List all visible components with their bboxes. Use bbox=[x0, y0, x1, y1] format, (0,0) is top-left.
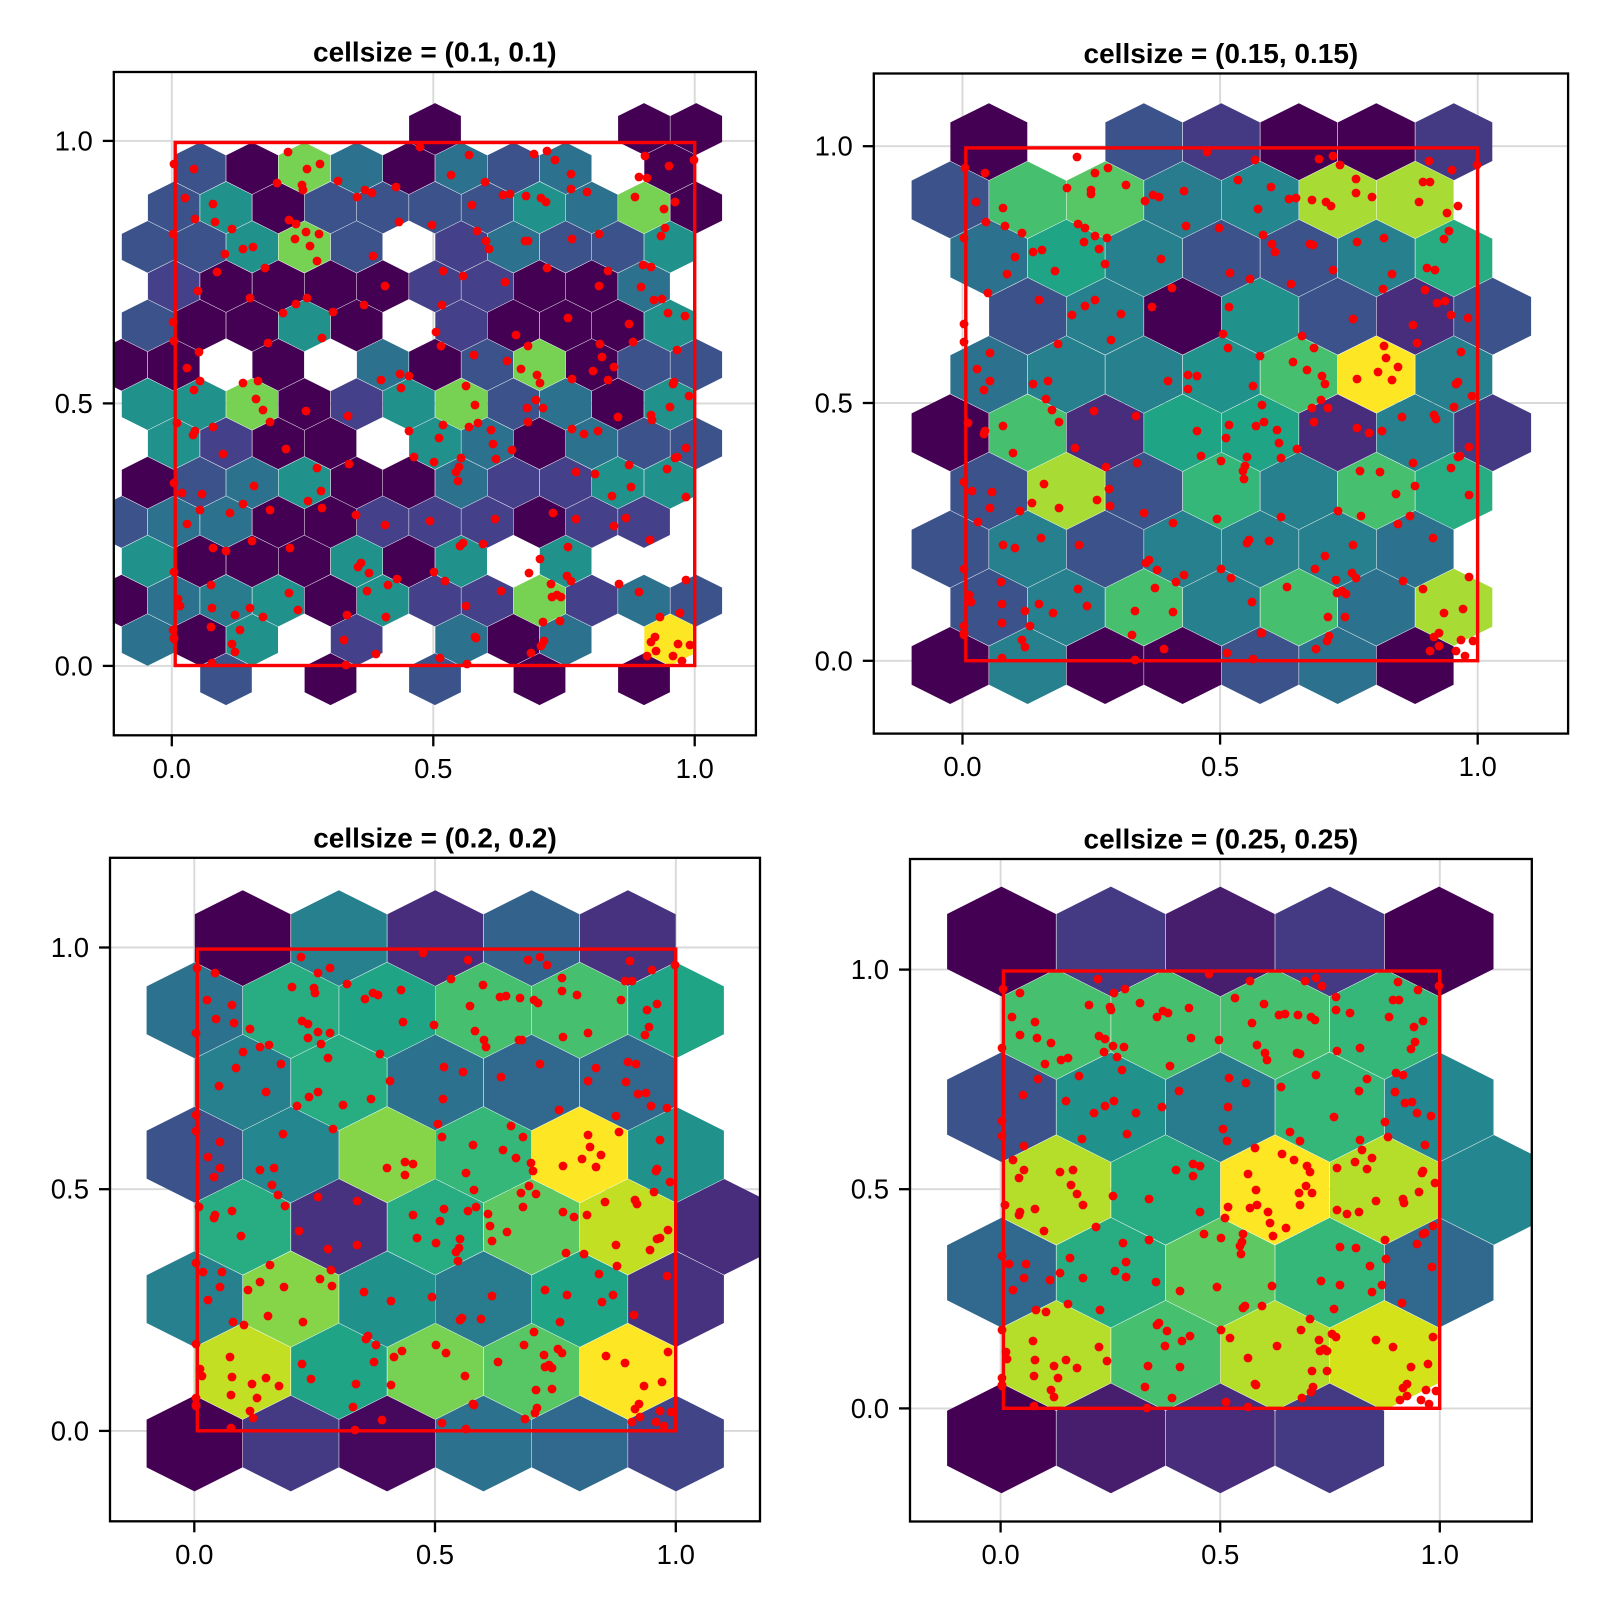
svg-text:1.0: 1.0 bbox=[676, 753, 714, 784]
svg-text:1.0: 1.0 bbox=[55, 125, 93, 156]
svg-text:1.0: 1.0 bbox=[1459, 751, 1497, 782]
svg-text:1.0: 1.0 bbox=[1421, 1539, 1459, 1570]
svg-text:0.0: 0.0 bbox=[51, 1415, 89, 1446]
svg-text:cellsize = (0.2, 0.2): cellsize = (0.2, 0.2) bbox=[313, 822, 557, 853]
svg-text:0.0: 0.0 bbox=[943, 751, 981, 782]
svg-text:0.5: 0.5 bbox=[1201, 1539, 1239, 1570]
svg-text:0.0: 0.0 bbox=[153, 753, 191, 784]
svg-text:0.5: 0.5 bbox=[851, 1174, 889, 1205]
svg-text:0.5: 0.5 bbox=[416, 1539, 454, 1570]
svg-text:cellsize = (0.25, 0.25): cellsize = (0.25, 0.25) bbox=[1084, 824, 1359, 855]
svg-text:0.0: 0.0 bbox=[175, 1539, 213, 1570]
svg-text:0.5: 0.5 bbox=[55, 388, 93, 419]
svg-text:cellsize = (0.1, 0.1): cellsize = (0.1, 0.1) bbox=[313, 37, 557, 68]
svg-text:0.5: 0.5 bbox=[1201, 751, 1239, 782]
svg-text:0.5: 0.5 bbox=[51, 1174, 89, 1205]
svg-text:1.0: 1.0 bbox=[815, 131, 853, 162]
svg-text:0.0: 0.0 bbox=[815, 645, 853, 676]
svg-text:0.5: 0.5 bbox=[815, 388, 853, 419]
svg-text:0.0: 0.0 bbox=[981, 1539, 1019, 1570]
svg-text:1.0: 1.0 bbox=[51, 932, 89, 963]
svg-text:0.0: 0.0 bbox=[55, 650, 93, 681]
svg-text:cellsize = (0.15, 0.15): cellsize = (0.15, 0.15) bbox=[1084, 38, 1359, 69]
svg-text:0.5: 0.5 bbox=[414, 753, 452, 784]
svg-text:1.0: 1.0 bbox=[851, 954, 889, 985]
svg-text:0.0: 0.0 bbox=[851, 1393, 889, 1424]
svg-text:1.0: 1.0 bbox=[657, 1539, 695, 1570]
